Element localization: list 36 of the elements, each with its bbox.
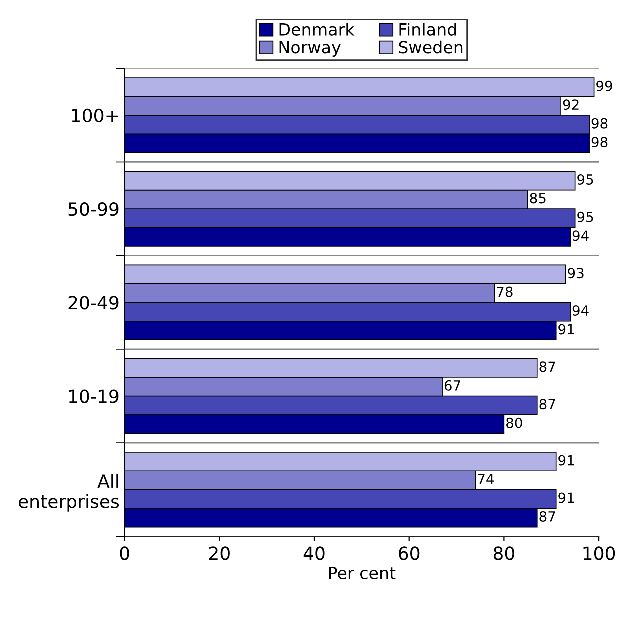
- x-tick-label: 40: [304, 546, 325, 560]
- data-label: 91: [558, 324, 574, 335]
- legend-label: Norway: [280, 41, 341, 57]
- y-tick-label: 100+: [72, 108, 118, 123]
- y-tick-label: 20-49: [68, 296, 119, 310]
- data-label: 93: [568, 268, 584, 279]
- data-label: 99: [596, 80, 612, 92]
- y-tick-label: All enterprises: [18, 474, 120, 512]
- x-tick-label: 60: [399, 546, 420, 560]
- data-label: 85: [530, 193, 546, 204]
- data-label: 98: [592, 137, 608, 148]
- y-tick-label: 10-19: [69, 390, 119, 404]
- data-label: 78: [497, 286, 513, 298]
- data-label: 87: [540, 362, 556, 372]
- data-label: 94: [572, 230, 589, 242]
- data-label: 95: [578, 212, 594, 222]
- data-label: 94: [572, 306, 589, 316]
- data-label: 92: [563, 100, 579, 110]
- legend-label: Finland: [400, 23, 456, 36]
- y-tick-label: 50-99: [68, 202, 119, 216]
- data-label: 80: [506, 418, 522, 428]
- data-label: 95: [578, 174, 594, 185]
- legend-label: Sweden: [399, 40, 463, 54]
- x-axis-title: Per cent: [329, 567, 396, 580]
- legend-label: Denmark: [280, 23, 355, 36]
- x-tick-label: 80: [494, 546, 514, 560]
- data-label: 91: [558, 455, 574, 466]
- x-tick-label: 20: [209, 546, 230, 560]
- data-label: 67: [444, 380, 460, 391]
- data-label: 74: [478, 474, 494, 484]
- x-tick-label: 100: [584, 546, 616, 560]
- x-tick-label: 0: [120, 546, 130, 560]
- data-label: 87: [540, 399, 556, 410]
- data-label: 91: [558, 492, 574, 504]
- data-label: 87: [540, 511, 556, 522]
- data-label: 98: [592, 118, 608, 129]
